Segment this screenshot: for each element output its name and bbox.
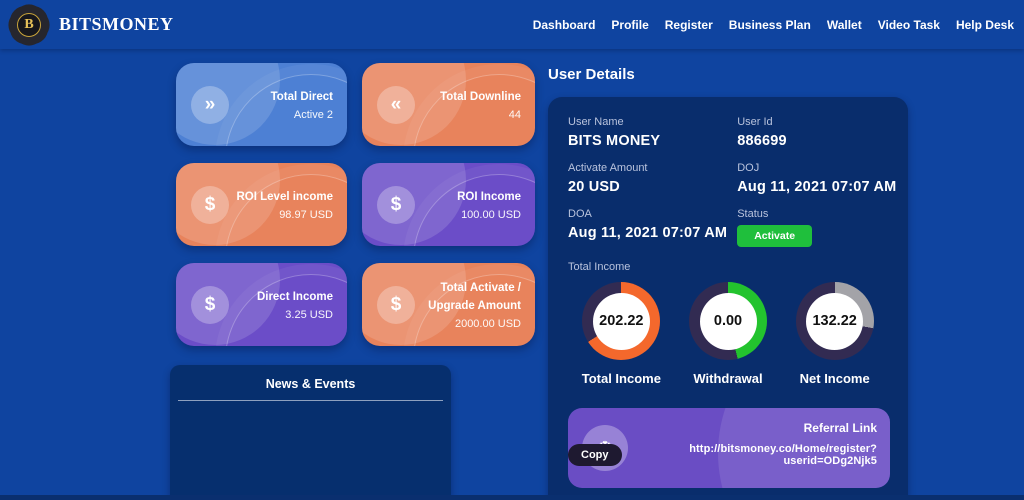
field-doj: DOJ Aug 11, 2021 07:07 AM (737, 162, 896, 195)
brand-name: BITSMONEY (59, 14, 174, 34)
user-details-heading: User Details (548, 66, 635, 83)
nav-item-register[interactable]: Register (664, 17, 713, 32)
news-events-title: News & Events (265, 377, 356, 391)
field-label: Status (737, 208, 769, 220)
top-navbar: B BITSMONEY Dashboard Profile Register B… (0, 0, 1024, 52)
dollar-icon: $ (191, 285, 229, 324)
stat-card-total-activate-upgrade[interactable]: $ Total Activate / Upgrade Amount 2000.0… (362, 263, 535, 346)
stat-card-value: 2000.00 USD (454, 317, 521, 330)
nav-item-dashboard[interactable]: Dashboard (532, 17, 596, 32)
stat-card-total-downline[interactable]: « Total Downline 44 (362, 63, 535, 146)
income-gauges: 202.22 Total Income 0.00 Withdrawal 132.… (568, 282, 888, 386)
field-value: 20 USD (568, 179, 620, 195)
net-income-donut-chart: 132.22 (795, 282, 874, 360)
stat-cards-grid: » Total Direct Active 2 « Total Downline… (176, 63, 535, 346)
field-label: User Id (737, 116, 773, 128)
dollar-icon: $ (377, 185, 415, 224)
referral-link-panel: ❆ Referral Link Copy http://bitsmoney.co… (568, 408, 890, 488)
field-value: BITS MONEY (568, 133, 661, 149)
field-status: Status Activate (737, 208, 896, 247)
field-value: Aug 11, 2021 07:07 AM (568, 225, 728, 241)
gauge-value: 0.00 (699, 292, 757, 350)
chevrons-right-icon: » (191, 85, 229, 124)
main-nav: Dashboard Profile Register Business Plan… (533, 18, 1014, 32)
stat-card-label: ROI Level income (236, 190, 333, 203)
user-details-panel: User Name BITS MONEY User Id 886699 Acti… (548, 97, 908, 500)
gauge-value: 132.22 (806, 292, 864, 350)
activate-status-button[interactable]: Activate (737, 225, 813, 247)
field-activate-amount: Activate Amount 20 USD (568, 162, 727, 195)
stat-card-value: 3.25 USD (285, 308, 333, 321)
dollar-icon: $ (377, 285, 415, 324)
field-doa: DOA Aug 11, 2021 07:07 AM (568, 208, 727, 247)
stat-card-total-direct[interactable]: » Total Direct Active 2 (176, 63, 347, 146)
stat-card-value: Active 2 (293, 108, 333, 121)
gauge-total-income: 202.22 Total Income (568, 282, 675, 386)
logo-coin-letter: B (17, 12, 41, 37)
gauge-withdrawal: 0.00 Withdrawal (675, 282, 782, 386)
bottom-edge-strip (0, 495, 1024, 500)
stat-card-value: 44 (508, 108, 521, 121)
user-info-grid: User Name BITS MONEY User Id 886699 Acti… (568, 116, 896, 247)
news-events-panel: News & Events (170, 365, 451, 500)
field-user-name: User Name BITS MONEY (568, 116, 727, 149)
stat-card-direct-income[interactable]: $ Direct Income 3.25 USD (176, 263, 347, 346)
news-divider (178, 400, 443, 401)
gauge-net-income: 132.22 Net Income (781, 282, 888, 386)
stat-card-roi-income[interactable]: $ ROI Income 100.00 USD (362, 163, 535, 246)
field-label: DOA (568, 208, 592, 220)
nav-item-business-plan[interactable]: Business Plan (728, 17, 811, 32)
field-label: User Name (568, 116, 624, 128)
nav-item-help-desk[interactable]: Help Desk (955, 17, 1014, 32)
copy-referral-button[interactable]: Copy (568, 444, 622, 466)
referral-link-url[interactable]: http://bitsmoney.co/Home/register?userid… (689, 443, 877, 467)
field-user-id: User Id 886699 (737, 116, 896, 149)
stat-card-label: Total Activate / Upgrade Amount (428, 281, 521, 312)
referral-link-title: Referral Link (803, 421, 877, 435)
field-label: Activate Amount (568, 162, 648, 174)
gauge-label: Total Income (581, 371, 661, 386)
nav-item-wallet[interactable]: Wallet (826, 17, 862, 32)
dollar-icon: $ (191, 185, 229, 224)
stat-card-value: 100.00 USD (461, 208, 521, 221)
total-income-section-label: Total Income (568, 261, 631, 273)
total-income-donut-chart: 202.22 (582, 282, 661, 360)
chevrons-left-icon: « (377, 85, 415, 124)
gauge-label: Net Income (799, 371, 870, 386)
brand[interactable]: B BITSMONEY (2, 0, 174, 52)
nav-item-profile[interactable]: Profile (611, 17, 649, 32)
field-value: 886699 (737, 133, 787, 149)
nav-item-video-task[interactable]: Video Task (877, 17, 940, 32)
stat-card-value: 98.97 USD (279, 208, 333, 221)
stat-card-label: Total Direct (270, 90, 333, 103)
gauge-value: 202.22 (592, 292, 650, 350)
withdrawal-donut-chart: 0.00 (689, 282, 767, 360)
stat-card-label: ROI Income (457, 190, 521, 203)
field-label: DOJ (737, 162, 760, 174)
stat-card-label: Direct Income (256, 290, 333, 303)
stat-card-label: Total Downline (440, 90, 521, 103)
gauge-label: Withdrawal (693, 371, 763, 386)
field-value: Aug 11, 2021 07:07 AM (737, 179, 897, 195)
stat-card-roi-level-income[interactable]: $ ROI Level income 98.97 USD (176, 163, 347, 246)
brand-logo-icon: B (2, 0, 56, 52)
